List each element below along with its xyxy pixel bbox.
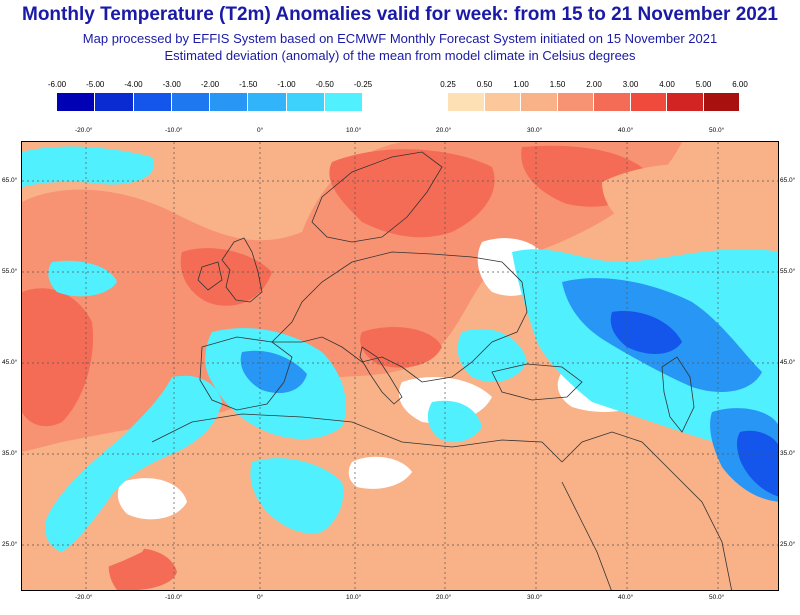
- anomaly-zone-cool: [22, 146, 154, 187]
- legend-positive-label: 0.25: [440, 80, 456, 89]
- longitude-label: 20.0°: [436, 127, 452, 134]
- legend-negative-swatch: [171, 93, 210, 111]
- legend-negative-label: -1.50: [239, 80, 258, 89]
- longitude-label: 10.0°: [346, 127, 362, 134]
- legend-negative-swatch: [210, 93, 249, 111]
- anomaly-zone-neutral: [117, 478, 187, 520]
- legend-negative-label: -0.25: [353, 80, 373, 89]
- longitude-label: 20.0°: [436, 594, 452, 601]
- anomaly-zone-warm: [22, 142, 682, 452]
- longitude-label: 10.0°: [346, 594, 362, 601]
- legend-positive-label: 6.00: [732, 80, 748, 89]
- legend-negative-label: -0.50: [315, 80, 334, 89]
- anomaly-zone-cool-strong: [737, 430, 778, 497]
- longitude-label: 50.0°: [709, 594, 725, 601]
- longitude-label: -20.0°: [75, 127, 93, 134]
- legend-positive-label: 1.00: [513, 80, 529, 89]
- legend-positive-swatch: [448, 93, 485, 111]
- coastline-iberia: [199, 336, 293, 411]
- legend-positive-label: 1.50: [549, 80, 566, 89]
- longitude-label: 30.0°: [527, 594, 543, 601]
- longitude-label: 0°: [257, 594, 264, 601]
- longitude-label: -10.0°: [165, 127, 183, 134]
- coastline-scandinavia: [311, 151, 443, 243]
- legend-negative-swatch: [324, 93, 363, 111]
- latitude-label: 55.0°: [2, 268, 18, 275]
- coastline-black-sea: [491, 363, 583, 401]
- legend-negative-label: -2.00: [200, 80, 220, 89]
- legend-negative-label: -3.00: [162, 80, 181, 89]
- map-subtitle-processing: Map processed by EFFIS System based on E…: [82, 31, 718, 46]
- latitude-label: 35.0°: [2, 450, 18, 457]
- anomaly-zone-warm-light: [182, 407, 722, 590]
- legend-negative-swatch: [286, 93, 325, 111]
- anomaly-zone-cool: [250, 458, 344, 534]
- latitude-label: 45.0°: [780, 359, 796, 366]
- anomaly-zone-warm-light: [602, 163, 778, 239]
- anomaly-zone-neutral: [348, 456, 412, 489]
- longitude-label: -10.0°: [165, 594, 183, 601]
- legend-positive: 0.25 0.50 1.00 1.50 2.00 3.00 4.00 5.00 …: [440, 80, 748, 111]
- map-title: Monthly Temperature (T2m) Anomalies vali…: [22, 4, 778, 25]
- legend-positive-label: 0.50: [476, 80, 493, 89]
- latitude-label: 45.0°: [2, 359, 18, 366]
- coastline-italy: [359, 346, 403, 405]
- anomaly-zone-warm-strong: [329, 149, 495, 238]
- anomaly-zone-cool-strong: [610, 311, 682, 354]
- anomaly-zone-cool: [427, 400, 482, 443]
- coastline-caspian-sea: [661, 356, 695, 433]
- map-subtitle-units: Estimated deviation (anomaly) of the mea…: [164, 48, 636, 63]
- legend-positive-label: 5.00: [695, 80, 712, 89]
- anomaly-zone-cool: [45, 375, 222, 552]
- longitude-label: -20.0°: [75, 594, 93, 601]
- longitude-label: 50.0°: [709, 127, 725, 134]
- longitude-label: 40.0°: [618, 594, 634, 601]
- legend-positive-swatch: [630, 93, 667, 111]
- legend-negative: -6.00 -5.00 -4.00 -3.00 -2.00 -1.50 -1.0…: [48, 80, 372, 111]
- longitude-label: 40.0°: [618, 127, 634, 134]
- legend-negative-swatch: [57, 93, 96, 111]
- legend-negative-swatch: [248, 93, 287, 111]
- anomaly-map-svg: [22, 142, 778, 590]
- anomaly-map[interactable]: [21, 141, 779, 591]
- coastline-middle-east: [561, 431, 733, 590]
- coastline-british-isles: [197, 237, 263, 303]
- legend-positive-label: 4.00: [659, 80, 675, 89]
- legend-positive-label: 2.00: [586, 80, 602, 89]
- legend-positive-swatch: [521, 93, 558, 111]
- legend-negative-swatches: [57, 93, 363, 111]
- legend-positive-swatches: [448, 93, 740, 111]
- coastlines: [151, 151, 733, 590]
- legend-negative-label: -4.00: [124, 80, 143, 89]
- latitude-label: 25.0°: [780, 541, 796, 548]
- legend-positive-labels: 0.25 0.50 1.00 1.50 2.00 3.00 4.00 5.00 …: [440, 80, 748, 92]
- anomaly-zone-cool: [457, 328, 527, 382]
- legend-negative-swatch: [95, 93, 134, 111]
- legend-positive-swatch: [594, 93, 631, 111]
- legend-negative-label: -5.00: [86, 80, 105, 89]
- legend-negative-labels: -6.00 -5.00 -4.00 -3.00 -2.00 -1.50 -1.0…: [48, 80, 372, 92]
- latitude-label: 55.0°: [780, 268, 796, 275]
- anomaly-zone-warm-strong: [22, 288, 93, 427]
- legend-negative-swatch: [133, 93, 172, 111]
- coastline-north-africa: [151, 413, 563, 463]
- longitude-label: 0°: [257, 127, 264, 134]
- anomaly-zone-warm-strong: [180, 248, 272, 306]
- latitude-label: 35.0°: [780, 450, 796, 457]
- legend-positive-swatch: [703, 93, 740, 111]
- legend-negative-label: -6.00: [47, 80, 67, 89]
- legend-negative-label: -1.00: [277, 80, 296, 89]
- latitude-label: 25.0°: [2, 541, 18, 548]
- legend-positive-swatch: [484, 93, 521, 111]
- latitude-label: 65.0°: [2, 177, 18, 184]
- legend-positive-swatch: [667, 93, 704, 111]
- coastline-mainland-europe: [271, 251, 528, 383]
- graticule-grid: [22, 142, 778, 590]
- legend-positive-swatch: [557, 93, 594, 111]
- anomaly-zone-cool: [48, 260, 117, 297]
- legend-positive-label: 3.00: [622, 80, 639, 89]
- longitude-label: 30.0°: [527, 127, 543, 134]
- coastline-red-sea: [561, 481, 612, 590]
- latitude-label: 65.0°: [780, 177, 796, 184]
